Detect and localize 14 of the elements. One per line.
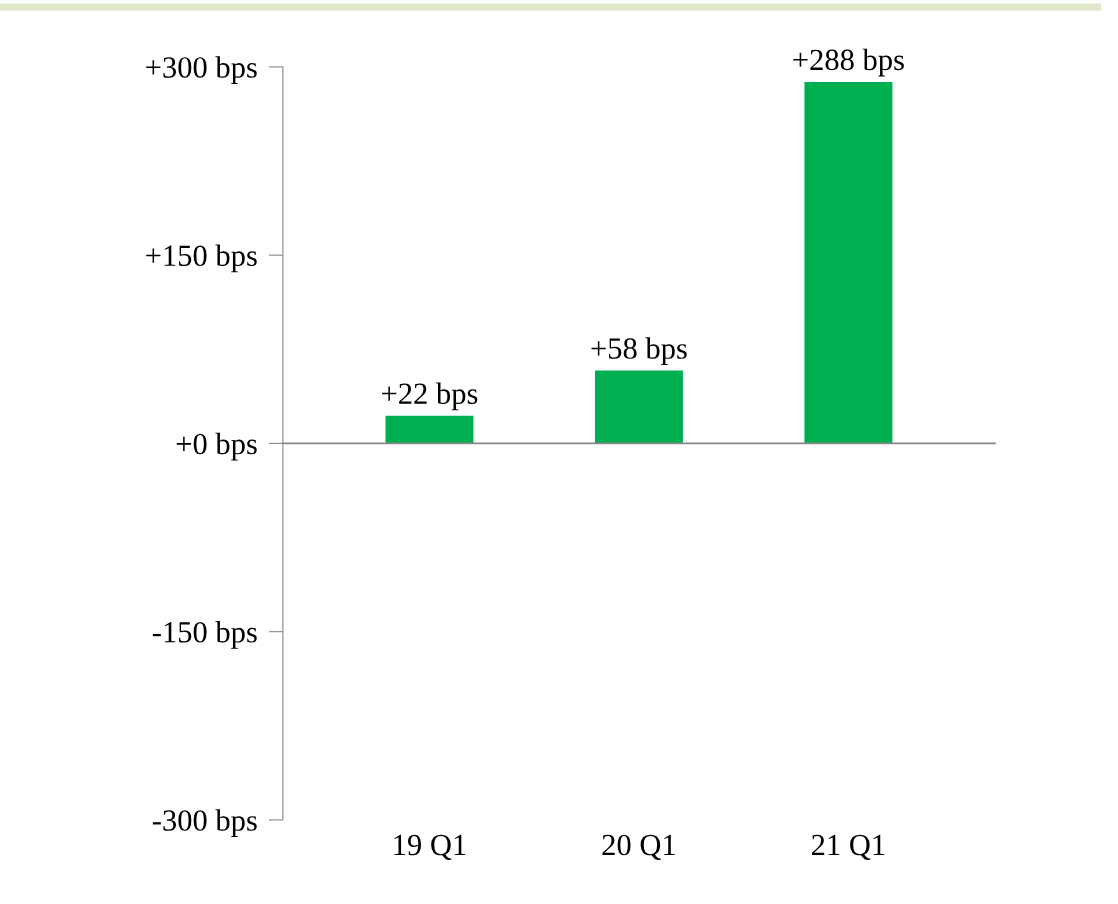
x-tick-label: 20 Q1 [602,834,675,860]
bar [385,415,474,444]
data-label: +22 bps [382,382,478,411]
x-tick-label: 19 Q1 [394,834,466,860]
x-tick-label: 21 Q1 [811,834,885,860]
data-label: +288 bps [793,48,904,77]
data-label: +58 bps [591,337,687,366]
y-tick-label: -150 bps [152,621,257,649]
y-tick-label: +300 bps [146,56,257,84]
bar [594,370,683,444]
y-tick-label: -300 bps [152,809,257,838]
bar [804,81,893,444]
y-tick-label: +150 bps [146,244,257,273]
y-tick-label: +0 bps [176,432,257,461]
